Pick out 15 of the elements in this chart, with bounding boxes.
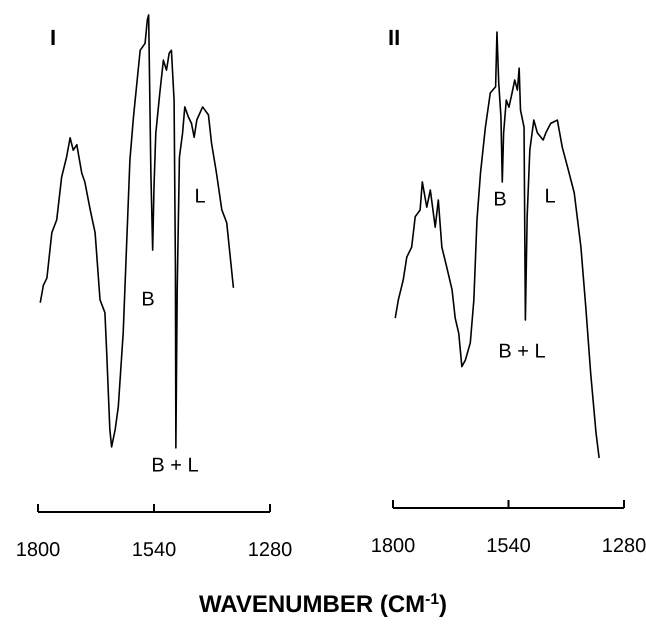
annotation: B + L — [498, 340, 546, 362]
annotation: B + L — [151, 454, 199, 476]
annotation: L — [194, 185, 206, 208]
x-tick-label: 1800 — [16, 539, 60, 561]
annotation: II — [388, 25, 400, 50]
x-tick-label: 1800 — [370, 535, 416, 557]
x-tick-label: 1540 — [486, 535, 531, 557]
annotation: I — [50, 25, 56, 50]
annotation: L — [544, 185, 556, 208]
x-tick-label: 1280 — [248, 539, 292, 561]
annotation: B — [493, 188, 507, 210]
annotation: B — [141, 288, 155, 310]
x-axis-title: WAVENUMBER (CM$^{-1}$) — [198, 590, 448, 618]
x-tick-label: 1280 — [602, 535, 646, 557]
x-tick-label: 1540 — [132, 539, 176, 561]
